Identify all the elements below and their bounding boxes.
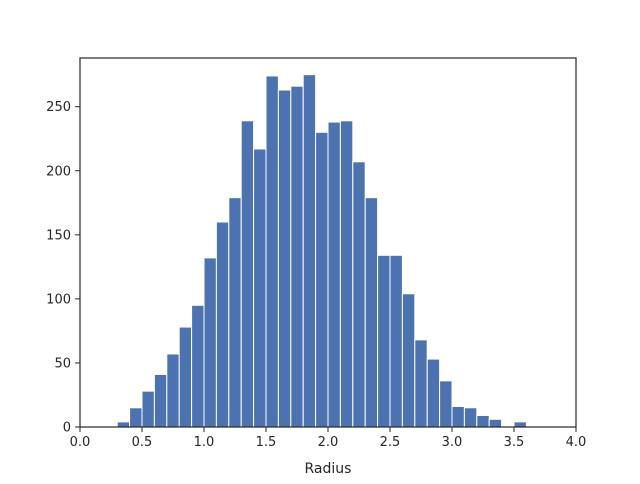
histogram-bar <box>141 390 155 428</box>
histogram-bar <box>191 304 205 428</box>
histogram-bar <box>389 254 403 428</box>
x-tick-label: 3.0 <box>442 435 463 450</box>
histogram-bar <box>178 326 193 428</box>
histogram-bars <box>116 74 527 428</box>
histogram-bar <box>463 407 478 428</box>
histogram-bar <box>116 421 131 428</box>
histogram-bar <box>426 358 441 428</box>
x-tick-label: 3.5 <box>504 435 525 450</box>
y-tick-label: 100 <box>46 292 71 307</box>
histogram-bar <box>228 197 242 428</box>
histogram-bar <box>401 293 416 428</box>
histogram-bar <box>240 120 255 428</box>
y-tick-label: 0 <box>63 421 71 436</box>
histogram-bar <box>253 148 267 428</box>
histogram-bar <box>277 89 292 428</box>
y-tick-label: 250 <box>46 100 71 115</box>
histogram-bar <box>129 407 143 428</box>
x-tick-label: 4.0 <box>566 435 587 450</box>
histogram-bar <box>315 131 329 428</box>
x-tick-label: 1.5 <box>256 435 277 450</box>
x-tick-label: 2.0 <box>318 435 339 450</box>
x-tick-label: 1.0 <box>194 435 215 450</box>
histogram-bar <box>414 339 428 428</box>
histogram-bar <box>476 414 490 428</box>
x-tick-label: 0.5 <box>132 435 153 450</box>
histogram-bar <box>215 221 230 428</box>
histogram-bar <box>488 418 503 428</box>
histogram-bar <box>364 197 379 428</box>
x-axis-label: Radius <box>305 461 352 477</box>
y-tick-label: 50 <box>54 356 71 371</box>
histogram-bar <box>513 421 527 428</box>
y-tick-label: 150 <box>46 228 71 243</box>
histogram-bar <box>339 120 354 428</box>
histogram-bar <box>153 373 168 428</box>
histogram-bar <box>203 257 217 428</box>
histogram-bar <box>302 74 317 428</box>
histogram-bar <box>327 121 341 428</box>
histogram-bar <box>265 75 279 428</box>
histogram-bar <box>451 406 465 428</box>
histogram-bar <box>166 353 180 428</box>
histogram-bar <box>439 380 453 428</box>
x-tick-label: 0.0 <box>70 435 91 450</box>
y-axis-ticks: 0 50 100 150 200 250 <box>46 100 80 436</box>
histogram-bar <box>377 254 391 428</box>
x-tick-label: 2.5 <box>380 435 401 450</box>
x-axis-ticks: 0.0 0.5 1.0 1.5 2.0 2.5 3.0 3.5 4.0 <box>70 427 587 450</box>
y-tick-label: 200 <box>46 164 71 179</box>
histogram-bar <box>352 161 366 428</box>
histogram-bar <box>290 85 304 428</box>
